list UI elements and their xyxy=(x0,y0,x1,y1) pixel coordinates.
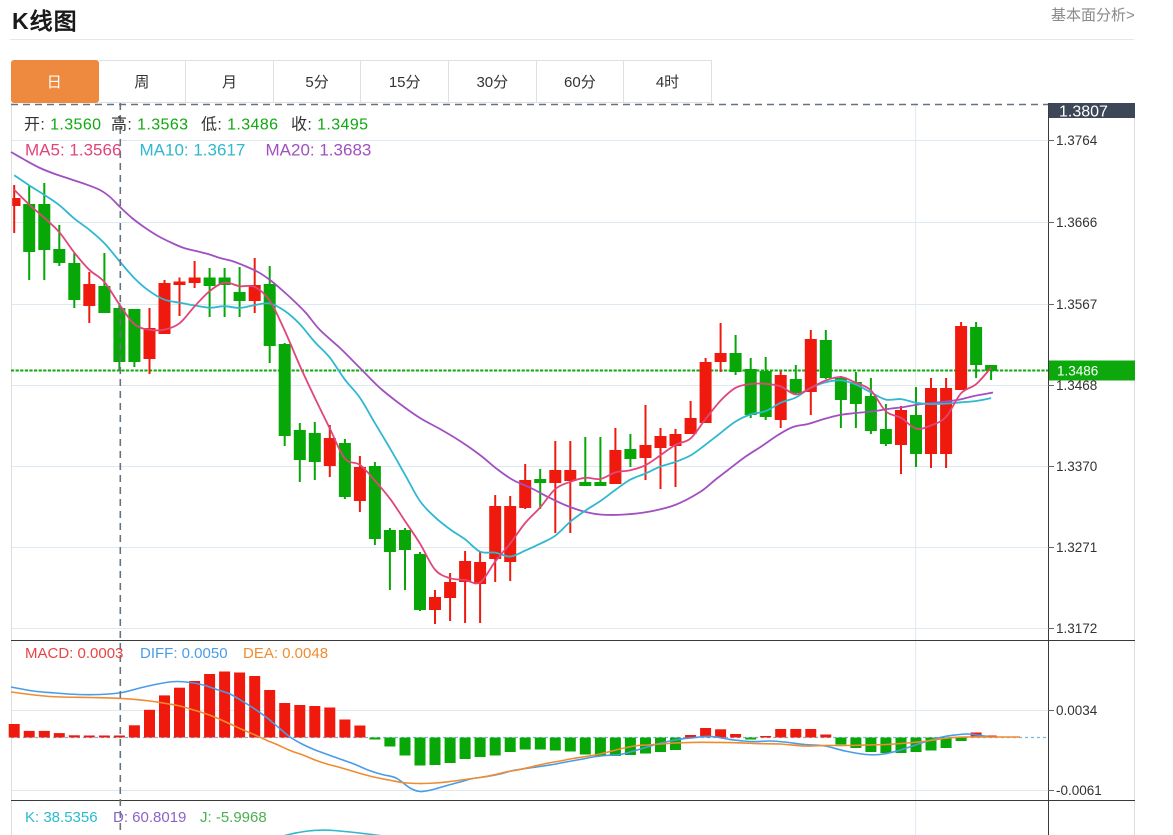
svg-text:1.3567: 1.3567 xyxy=(1056,297,1097,312)
svg-text:0.0034: 0.0034 xyxy=(1056,703,1098,718)
svg-text:1.3172: 1.3172 xyxy=(1056,621,1097,636)
svg-text:1.3764: 1.3764 xyxy=(1056,133,1098,148)
svg-text:1.3370: 1.3370 xyxy=(1056,459,1097,474)
svg-text:1.3271: 1.3271 xyxy=(1056,540,1097,555)
svg-text:1.3468: 1.3468 xyxy=(1056,378,1097,393)
svg-text:1.3486: 1.3486 xyxy=(1057,364,1098,379)
svg-text:1.3666: 1.3666 xyxy=(1056,215,1097,230)
svg-text:-0.0061: -0.0061 xyxy=(1056,783,1102,798)
svg-text:1.3807: 1.3807 xyxy=(1059,104,1108,121)
